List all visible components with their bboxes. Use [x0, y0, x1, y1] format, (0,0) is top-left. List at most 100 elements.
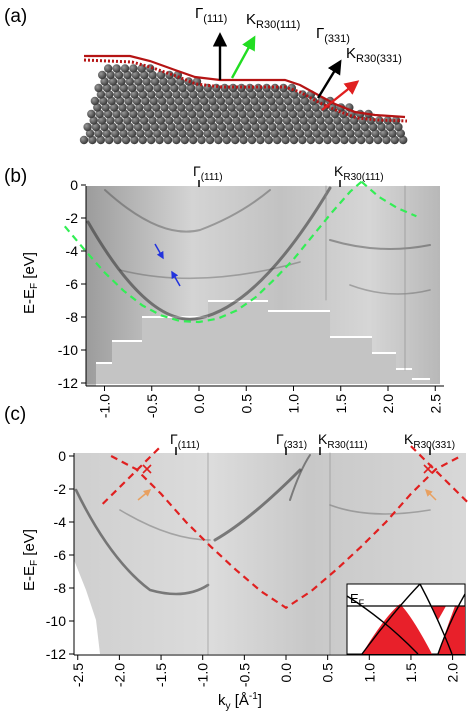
atom [215, 116, 224, 125]
atom [305, 109, 314, 119]
atom [303, 103, 312, 112]
atom [149, 96, 158, 106]
atom [137, 109, 146, 119]
atom [153, 129, 162, 138]
atom [268, 122, 277, 132]
panel-c-cross-mark-left [142, 464, 152, 474]
panel-c-y-tick-label: -10 [46, 613, 66, 629]
atom [289, 135, 299, 145]
gamma331-arrow [316, 59, 342, 99]
atom [324, 116, 334, 125]
panel-b-series-1 [63, 180, 363, 324]
atom [256, 90, 265, 99]
atom [138, 135, 147, 145]
atom [262, 129, 271, 138]
atom [327, 122, 336, 132]
atom [318, 122, 327, 132]
atom [228, 129, 237, 138]
atom [390, 135, 399, 145]
atom [273, 135, 282, 145]
atom [225, 96, 234, 106]
atom [154, 109, 163, 119]
atom [181, 116, 191, 125]
atom [205, 90, 215, 99]
atom [193, 103, 203, 112]
panel-c-xlabel: ky [Å-1] [218, 691, 262, 712]
panel-b-y-tick-label: -4 [66, 243, 79, 259]
atom [198, 116, 208, 125]
atom [131, 70, 140, 80]
atom [222, 135, 231, 145]
atom [177, 103, 186, 112]
atom [180, 135, 189, 145]
atom [83, 122, 92, 132]
inset-left-lobe [362, 604, 432, 654]
atom [335, 122, 344, 132]
atom [271, 109, 281, 119]
atom [292, 96, 301, 106]
atom [138, 90, 148, 99]
atom [168, 103, 178, 112]
atom [330, 109, 340, 119]
panel-b-x-tick-label: 1.5 [333, 394, 349, 414]
atom [96, 135, 106, 145]
atom [178, 129, 187, 138]
panel-b-arpes-lower [86, 302, 430, 386]
atom [298, 135, 307, 145]
atom [87, 109, 96, 119]
atom [145, 109, 155, 119]
atom [220, 129, 229, 138]
panel-b: (b) E-EF [eV] 0 -2 -4 -6 -8 -10 -12 -1.0 -0.5 0.… [4, 163, 444, 418]
atom [229, 109, 239, 119]
vector-label-gamma111: Γ(111) [195, 5, 227, 25]
atom [117, 122, 126, 132]
panel-c-x-tick-label: -2.5 [70, 663, 86, 687]
atom [189, 90, 198, 99]
atom [146, 64, 155, 73]
panel-c-x-tick-label: -0.5 [236, 663, 252, 687]
atom [293, 122, 302, 132]
atom [203, 129, 212, 138]
panel-c-cross-mark-right [423, 464, 433, 474]
atom [123, 116, 132, 125]
atom [178, 83, 187, 93]
atom [190, 116, 199, 125]
atom [255, 109, 264, 119]
atom [150, 122, 159, 132]
atom [209, 122, 218, 132]
atom [97, 116, 107, 125]
panel-c-series [101, 445, 471, 610]
panel-c-y-tick-label: -2 [54, 481, 67, 497]
atom [287, 83, 296, 93]
atom [180, 90, 190, 99]
panel-b-y-ticks: 0 -2 -4 -6 -8 -10 -12 [58, 177, 86, 391]
atom [159, 77, 168, 86]
panel-b-intensity-bands [86, 185, 431, 371]
atom [323, 135, 332, 145]
atom [210, 103, 220, 112]
atom [256, 135, 265, 145]
atom [159, 122, 168, 132]
atom [365, 135, 374, 145]
atom [257, 116, 266, 125]
atom [118, 103, 127, 112]
atom [333, 116, 342, 125]
atom [227, 103, 236, 112]
atom [238, 109, 247, 119]
atom [117, 77, 126, 86]
atom [144, 83, 154, 93]
atom [285, 122, 294, 132]
atom [264, 90, 274, 99]
panel-c-x-tick-label: 1.5 [403, 663, 419, 683]
atom [100, 77, 109, 86]
atom [329, 129, 338, 138]
atom [358, 116, 367, 125]
atom [243, 122, 252, 132]
atom [142, 77, 151, 86]
atom [197, 90, 206, 99]
panel-c-ylabel: E-EF [eV] [21, 529, 40, 591]
atom [161, 83, 170, 93]
surface-profile-solid [84, 54, 406, 119]
atom [204, 109, 214, 119]
panel-c-series-3 [410, 445, 471, 505]
